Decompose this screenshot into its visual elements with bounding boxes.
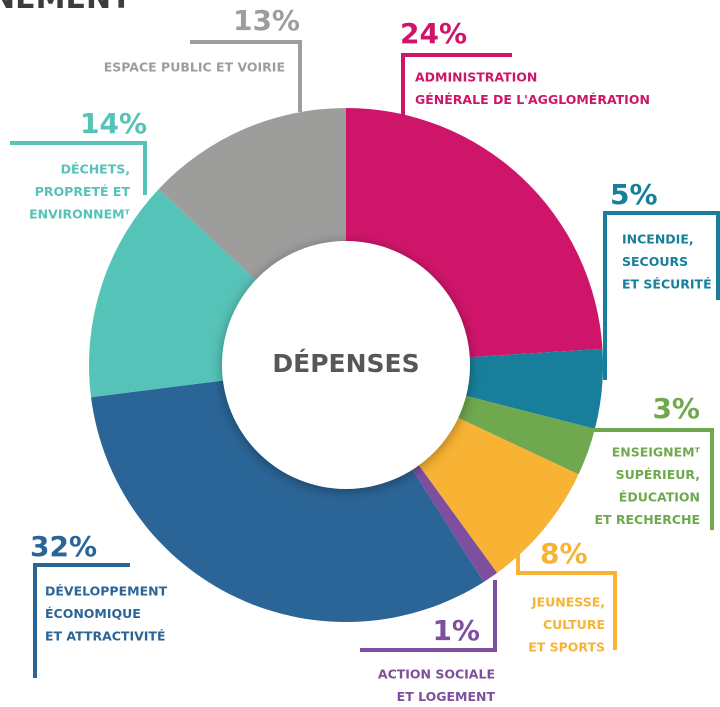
value-label: 3% <box>652 392 700 425</box>
leader-line <box>401 53 512 165</box>
value-label: 13% <box>233 4 300 37</box>
category-label: ÉCONOMIQUE <box>45 606 141 621</box>
value-label: 14% <box>80 107 147 140</box>
value-label: 8% <box>540 537 588 570</box>
category-label: INCENDIE, <box>622 232 694 247</box>
leader-line <box>516 535 617 650</box>
category-label: ET SPORTS <box>528 640 605 655</box>
category-label: ET ATTRACTIVITÉ <box>45 629 166 644</box>
category-label: ENVIRONNEMᵀ <box>29 207 130 222</box>
category-label: PROPRETÉ ET <box>35 184 131 199</box>
category-label: SUPÉRIEUR, <box>616 467 700 482</box>
value-label: 24% <box>400 17 467 50</box>
donut-segment <box>399 445 498 582</box>
value-label: 1% <box>432 614 480 647</box>
category-label: DÉVELOPPEMENT <box>45 584 168 599</box>
donut-segment <box>158 108 346 297</box>
value-label: 32% <box>30 530 97 563</box>
category-label: ET RECHERCHE <box>594 512 700 527</box>
center-label: DÉPENSES <box>272 349 419 378</box>
category-label: ACTION SOCIALE <box>378 667 495 682</box>
category-label: ET SÉCURITÉ <box>622 277 712 292</box>
donut-segment <box>346 108 603 359</box>
leader-line <box>603 211 720 380</box>
category-label: ÉDUCATION <box>619 490 700 505</box>
leader-line <box>590 428 714 530</box>
donut-segment <box>404 407 579 573</box>
donut-segment <box>91 377 484 622</box>
category-label: JEUNESSE, <box>531 595 605 610</box>
donut-segment <box>442 348 603 429</box>
category-label: DÉCHETS, <box>61 162 130 177</box>
chart-title: NEMENT <box>0 0 132 16</box>
leader-line <box>10 141 147 195</box>
leader-line <box>360 580 497 652</box>
category-label: SECOURS <box>622 254 688 269</box>
category-label: GÉNÉRALE DE L'AGGLOMÉRATION <box>415 92 650 107</box>
value-label: 5% <box>610 178 658 211</box>
category-label: ADMINISTRATION <box>415 70 537 85</box>
category-label: ET LOGEMENT <box>397 689 496 704</box>
category-label: ESPACE PUBLIC ET VOIRIE <box>104 60 285 75</box>
category-label: ENSEIGNEMᵀ <box>612 445 701 460</box>
leader-line <box>33 563 130 678</box>
donut-hole <box>222 241 470 489</box>
category-label: CULTURE <box>543 617 605 632</box>
leader-line <box>190 40 302 112</box>
donut-segment <box>436 389 595 475</box>
